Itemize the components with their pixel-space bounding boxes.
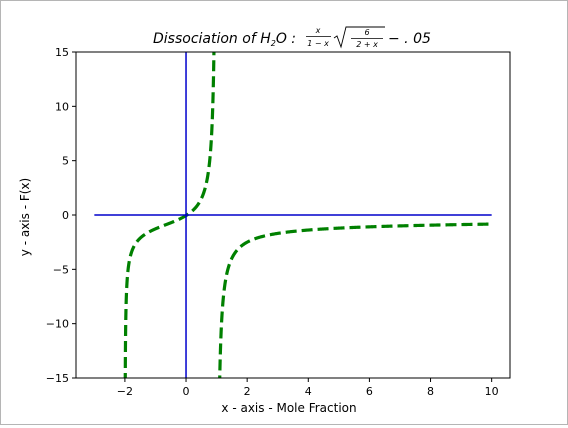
y-tick-label: −15: [46, 372, 69, 385]
x-axis-ticks: −2 0 2 4 6 8 10: [117, 378, 499, 398]
x-tick-label: 2: [244, 385, 251, 398]
chart-title: Dissociation of H2O : x 1 − x 6 2 + x − …: [153, 26, 431, 49]
title-mid: O :: [276, 31, 296, 47]
title-tail: − . 05: [388, 31, 431, 47]
series-curve-branch-2: [218, 222, 492, 378]
x-tick-label: 10: [485, 385, 499, 398]
y-tick-label: −5: [53, 263, 69, 276]
y-axis-ticks: −15 −10 −5 0 5 10 15: [46, 46, 76, 385]
y-tick-label: −10: [46, 318, 69, 331]
y-tick-label: 15: [55, 46, 69, 59]
x-tick-label: 6: [366, 385, 373, 398]
title-frac1-den: 1 − x: [307, 39, 329, 48]
x-tick-label: −2: [117, 385, 133, 398]
x-axis-label: x - axis - Mole Fraction: [221, 401, 356, 415]
y-tick-label: 10: [55, 100, 69, 113]
x-tick-label: 8: [427, 385, 434, 398]
x-tick-label: 4: [305, 385, 312, 398]
svg-text:Dissociation of H2O :: Dissociation of H2O :: [153, 31, 296, 48]
title-lead: Dissociation of H: [153, 31, 271, 47]
title-frac2-num: 6: [364, 28, 369, 37]
series-layer: [94, 52, 492, 378]
y-tick-label: 5: [62, 155, 69, 168]
y-axis-label: y - axis - F(x): [18, 178, 32, 256]
series-curve-branch-1: [123, 52, 216, 378]
title-subscript: 2: [271, 39, 276, 48]
y-tick-label: 0: [62, 209, 69, 222]
title-frac2-den: 2 + x: [356, 40, 378, 49]
title-frac1-num: x: [315, 26, 321, 35]
x-tick-label: 0: [183, 385, 190, 398]
title-sqrt-sign: [333, 26, 385, 49]
